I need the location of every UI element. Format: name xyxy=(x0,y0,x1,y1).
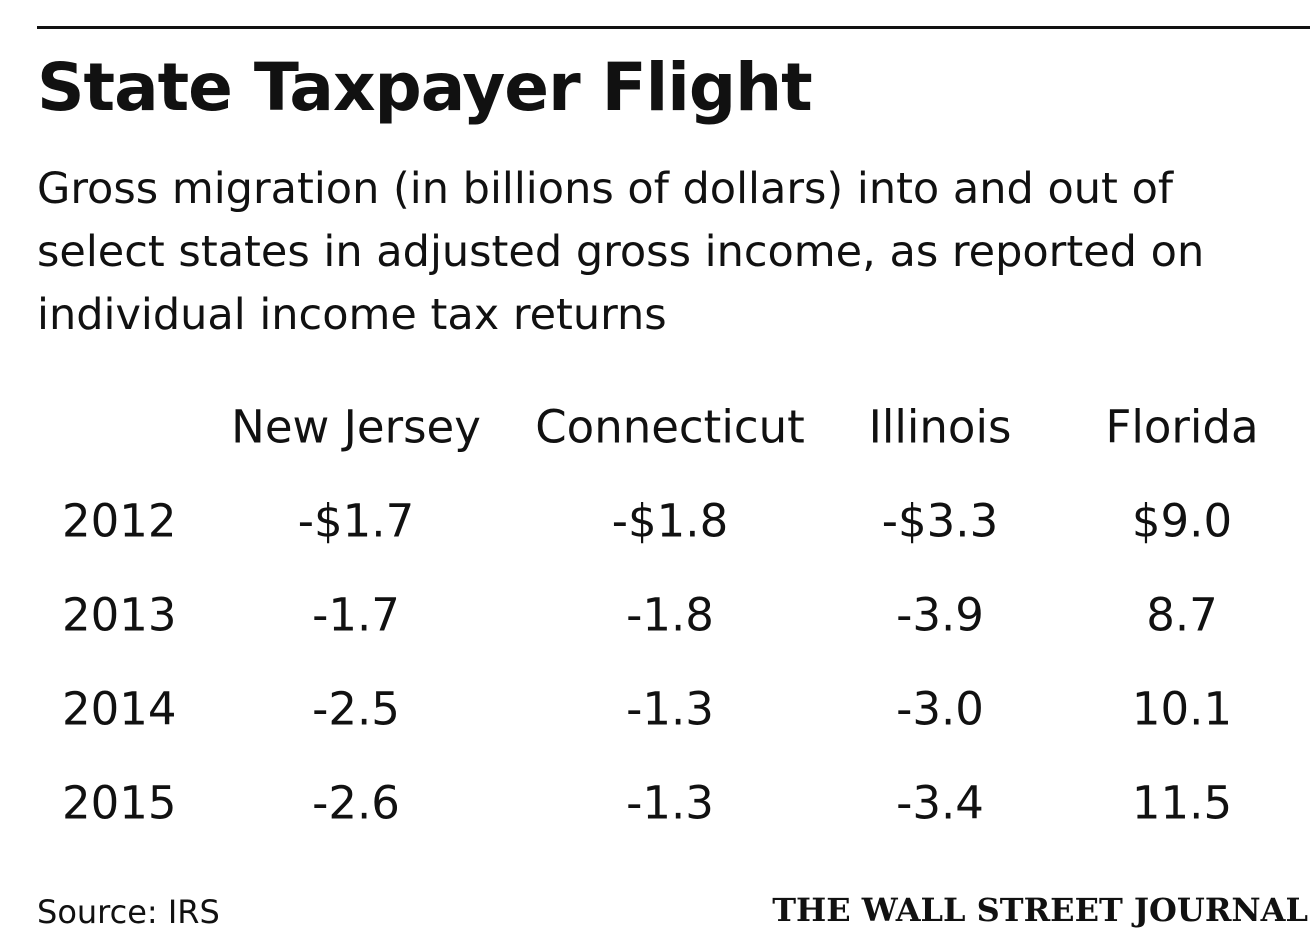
source-note: Source: IRS xyxy=(37,893,220,931)
table-cell: 11.5 xyxy=(1131,776,1233,830)
table-cell: -$1.7 xyxy=(297,494,415,548)
top-rule xyxy=(37,26,1310,29)
table-cell: $9.0 xyxy=(1131,494,1233,548)
table-cell: -3.9 xyxy=(896,588,984,642)
table-cell: -1.7 xyxy=(312,588,400,642)
column-header: Florida xyxy=(1105,400,1259,454)
row-label-year: 2015 xyxy=(62,776,177,830)
table-cell: -1.8 xyxy=(626,588,714,642)
row-label-year: 2013 xyxy=(62,588,177,642)
row-label-year: 2014 xyxy=(62,682,177,736)
row-label-year: 2012 xyxy=(62,494,177,548)
table-cell: 8.7 xyxy=(1146,588,1218,642)
chart-title: State Taxpayer Flight xyxy=(37,49,813,126)
table-cell: -3.0 xyxy=(896,682,984,736)
publisher-logo: THE WALL STREET JOURNAL xyxy=(772,891,1308,929)
column-header: Illinois xyxy=(868,400,1012,454)
table-cell: -$1.8 xyxy=(611,494,729,548)
chart-subtitle: Gross migration (in billions of dollars)… xyxy=(37,164,1205,340)
column-header: New Jersey xyxy=(231,400,481,454)
table-cell: -1.3 xyxy=(626,682,714,736)
table-cell: -1.3 xyxy=(626,776,714,830)
table-cell: -$3.3 xyxy=(881,494,999,548)
table-cell: -3.4 xyxy=(896,776,984,830)
table-cell: -2.6 xyxy=(312,776,400,830)
table-cell: 10.1 xyxy=(1131,682,1233,736)
column-header: Connecticut xyxy=(535,400,805,454)
table-cell: -2.5 xyxy=(312,682,400,736)
